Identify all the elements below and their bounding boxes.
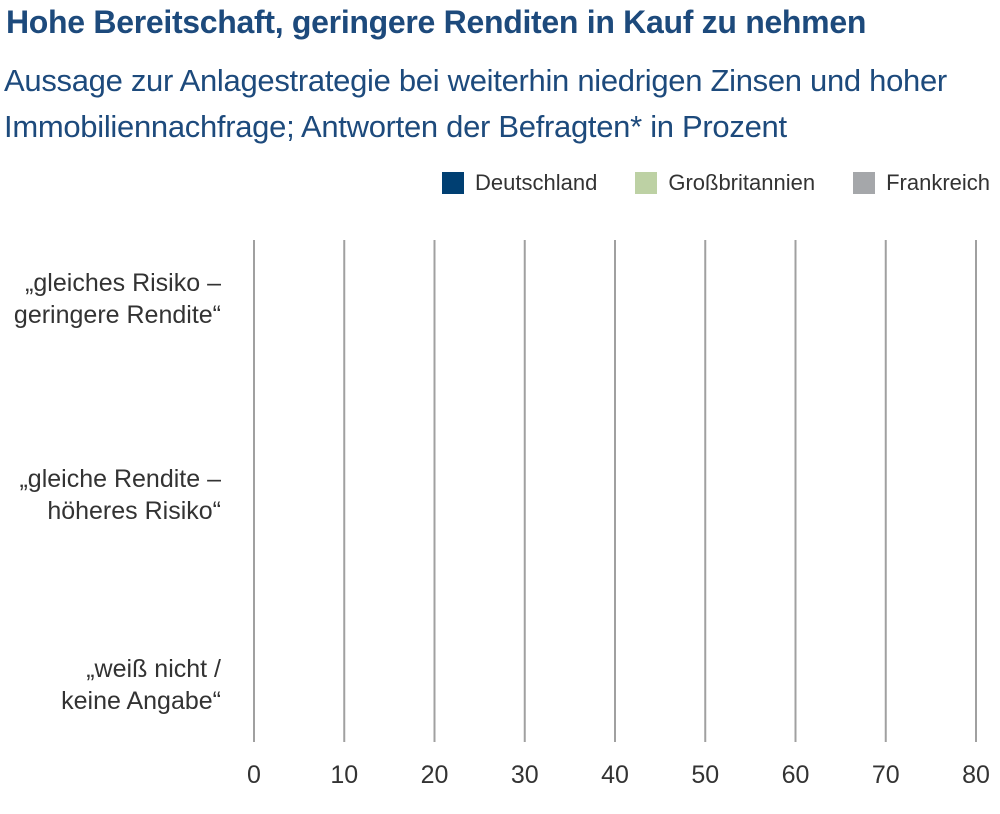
tick-label-80: 80 [962,761,990,789]
legend-swatch-frankreich [853,172,876,194]
tick-label-50: 50 [691,761,719,789]
category-label-2-1: keine Angabe“ [61,687,221,715]
category-label-0-0: „gleiches Risiko – [25,269,221,297]
tick-label-30: 30 [511,761,539,789]
gridlines [253,240,977,742]
tick-label-70: 70 [872,761,900,789]
tick-label-20: 20 [421,761,449,789]
legend-item-grossbritannien: Großbritannien [635,170,815,196]
legend-swatch-deutschland [442,172,465,194]
category-label-1-0: „gleiche Rendite – [19,465,221,493]
legend-label-frankreich: Frankreich [886,170,990,195]
legend-label-grossbritannien: Großbritannien [668,170,816,195]
category-labels: „gleiches Risiko – geringere Rendite“ „gle… [14,269,221,715]
legend-item-frankreich: Frankreich [853,170,990,196]
chart-subtitle: Aussage zur Anlagestrategie bei weiterhi… [4,63,947,144]
tick-label-0: 0 [247,761,261,789]
tick-label-40: 40 [601,761,629,789]
tick-label-60: 60 [782,761,810,789]
tick-label-10: 10 [330,761,358,789]
legend-label-deutschland: Deutschland [475,170,598,195]
category-label-2-0: „weiß nicht / [86,655,221,683]
legend-swatch-grossbritannien [635,172,658,194]
category-label-1-1: höheres Risiko“ [47,497,221,525]
chart-title: Hohe Bereitschaft, geringere Renditen in… [6,4,867,40]
tick-labels: 0 10 20 30 40 50 60 70 80 [247,761,990,789]
legend: Deutschland Großbritannien Frankreich [404,170,990,196]
legend-item-deutschland: Deutschland [442,170,597,196]
category-label-0-1: geringere Rendite“ [14,301,221,329]
